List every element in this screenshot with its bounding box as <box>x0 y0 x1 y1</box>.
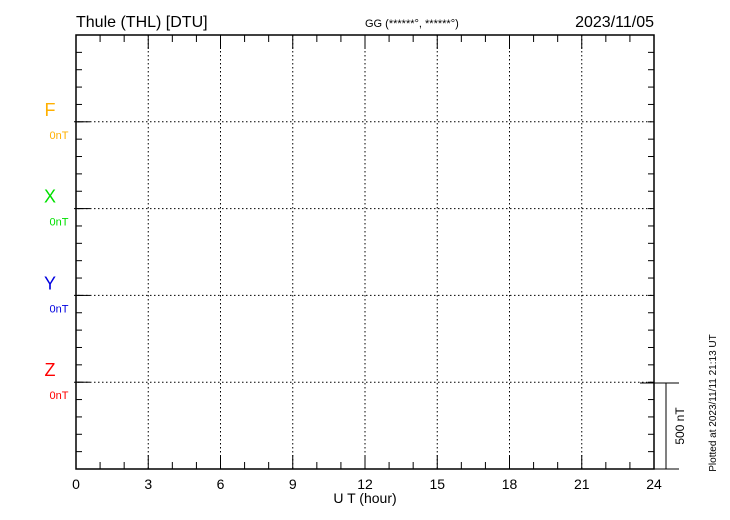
series-baseline-label: 0nT <box>50 303 69 315</box>
scale-bar-label: 500 nT <box>673 407 687 445</box>
grid <box>74 35 654 469</box>
series-baseline-label: 0nT <box>50 217 69 229</box>
x-tick-label: 0 <box>72 476 80 492</box>
x-tick-label: 3 <box>144 476 152 492</box>
plot-frame <box>75 34 655 470</box>
x-tick-label: 9 <box>289 476 297 492</box>
series-name: F <box>45 100 56 120</box>
x-tick-labels: 0 3 6 9 12 15 18 21 24 <box>72 476 662 492</box>
x-tick-label: 12 <box>357 476 373 492</box>
x-tick-label: 15 <box>429 476 445 492</box>
plotted-at-footer: Plotted at 2023/11/11 21:13 UT <box>708 334 719 472</box>
chart-title: Thule (THL) [DTU] <box>76 14 208 31</box>
series-labels: F 0nT X 0nT Y 0nT Z 0nT <box>44 100 69 402</box>
series-name: X <box>44 187 56 207</box>
x-tick-label: 18 <box>502 476 518 492</box>
series-name: Z <box>45 360 56 380</box>
chart-date: 2023/11/05 <box>575 14 654 31</box>
scale-bar: 500 nT <box>640 382 687 470</box>
x-axis-label: U T (hour) <box>333 490 396 506</box>
chart-subtitle: GG (******°, ******°) <box>365 18 459 30</box>
x-tick-label: 24 <box>646 476 662 492</box>
series-baseline-label: 0nT <box>50 390 69 402</box>
x-tick-label: 21 <box>574 476 590 492</box>
x-tick-label: 6 <box>217 476 225 492</box>
series-name: Y <box>44 273 56 293</box>
series-baseline-label: 0nT <box>50 130 69 142</box>
